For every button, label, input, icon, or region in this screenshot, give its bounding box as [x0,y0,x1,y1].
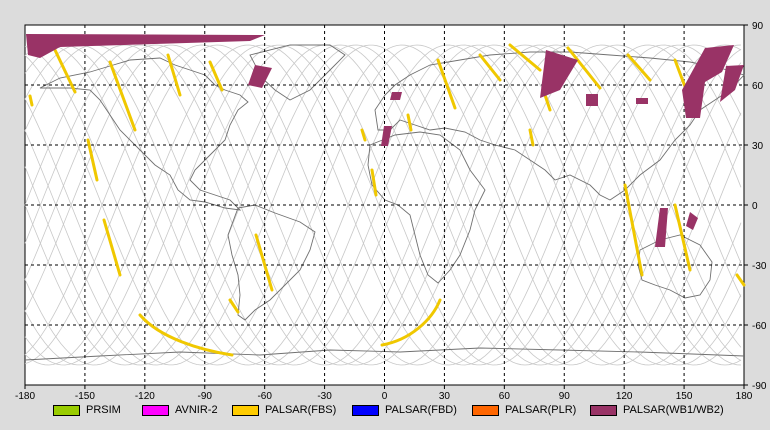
x-tick-label: -180 [15,391,35,402]
south-america-coast [227,204,316,321]
fbs-swath [28,94,34,107]
y-tick-label: -60 [752,321,767,332]
x-tick-label: -60 [257,391,272,402]
legend-label: PRSIM [86,404,121,416]
x-tick-label: -120 [135,391,155,402]
fbs-swath [254,233,274,292]
legend-label: AVNIR-2 [175,404,218,416]
orbit-track [24,44,742,366]
fbs-swath [436,58,457,110]
fbs-swath [138,313,234,357]
legend-label: PALSAR(PLR) [505,404,577,416]
north-america-coast [39,57,249,211]
x-tick-label: 150 [676,391,693,402]
fbs-swath [208,60,224,92]
fbs-swath [673,203,692,272]
orbit-track [24,44,742,366]
legend-swatch [232,404,259,416]
fbs-swath [102,218,122,277]
fbs-swath [508,43,542,72]
fbs-swath [735,273,746,287]
fbs-swath [543,93,552,112]
europe-asia-coast [374,51,745,201]
x-tick-label: 60 [499,391,511,402]
legend-item-prism: PRSIM [53,403,121,417]
legend-label: PALSAR(WB1/WB2) [623,404,724,416]
wb-swath [381,126,392,146]
x-tick-label: 120 [616,391,633,402]
legend-swatch [590,404,617,416]
legend: PRSIM AVNIR-2 PALSAR(FBS) PALSAR(FBD) PA… [0,401,770,423]
australia-coast [637,234,713,299]
legend-label: PALSAR(FBD) [385,404,457,416]
x-tick-label: -90 [198,391,213,402]
orbit-track [24,44,742,366]
fbs-swath [406,113,413,132]
orbit-track [24,44,742,366]
wb-swath [720,65,744,102]
legend-swatch [472,404,499,416]
wb-swath [248,65,272,88]
fbs-swath [626,53,652,82]
fbs-swath [370,168,378,197]
wb-coverage [26,34,744,247]
legend-item-palsar-fbd: PALSAR(FBD) [352,403,457,417]
y-tick-label: 60 [752,81,764,92]
wb-swath [682,45,734,118]
legend-item-palsar-fbs: PALSAR(FBS) [232,403,336,417]
x-tick-label: 30 [439,391,451,402]
fbs-swath [108,60,137,132]
orbit-track [24,44,742,366]
longitude-tick-labels: -180 -150 -120 -90 -60 -30 0 30 60 90 120 150 180 [15,385,753,402]
wb-swath [686,212,698,230]
orbit-track [24,44,742,366]
fbs-swath [623,183,644,277]
legend-item-palsar-wb: PALSAR(WB1/WB2) [590,403,724,417]
fbs-swath [528,128,535,147]
wb-swath [540,50,578,98]
fbs-swath [53,48,77,94]
wb-swath [26,34,265,58]
africa-coast [367,131,486,284]
legend-swatch [352,404,379,416]
x-tick-label: 180 [736,391,753,402]
y-tick-label: -90 [752,381,767,392]
fbs-swath [360,128,367,142]
legend-swatch [142,404,169,416]
x-tick-label: -150 [75,391,95,402]
x-tick-label: -30 [317,391,332,402]
y-tick-label: 30 [752,141,764,152]
wb-swath [636,98,648,104]
fbs-swath [228,298,240,314]
greenland-coast [249,44,346,101]
y-tick-label: -30 [752,261,767,272]
x-tick-label: 90 [559,391,571,402]
orbit-track [24,44,742,366]
legend-swatch [53,404,80,416]
fbs-swath [478,53,502,82]
wb-swath [586,94,598,106]
graticule [25,25,744,385]
legend-label: PALSAR(FBS) [265,404,337,416]
coastlines [24,44,745,361]
wb-swath [655,208,668,247]
fbs-swath [566,46,602,90]
antarctica-coast [24,347,745,361]
fbs-swath [166,53,182,97]
wb-swath [390,92,402,100]
y-tick-label: 0 [752,201,758,212]
fbs-swath [86,138,99,182]
legend-item-avnir2: AVNIR-2 [142,403,218,417]
orbit-track [24,44,742,366]
y-tick-label: 90 [752,21,764,32]
legend-item-palsar-plr: PALSAR(PLR) [472,403,576,417]
fbs-swath [380,298,442,347]
latitude-tick-labels: 90 60 30 0 -30 -60 -90 [744,21,767,392]
x-tick-label: 0 [382,391,388,402]
